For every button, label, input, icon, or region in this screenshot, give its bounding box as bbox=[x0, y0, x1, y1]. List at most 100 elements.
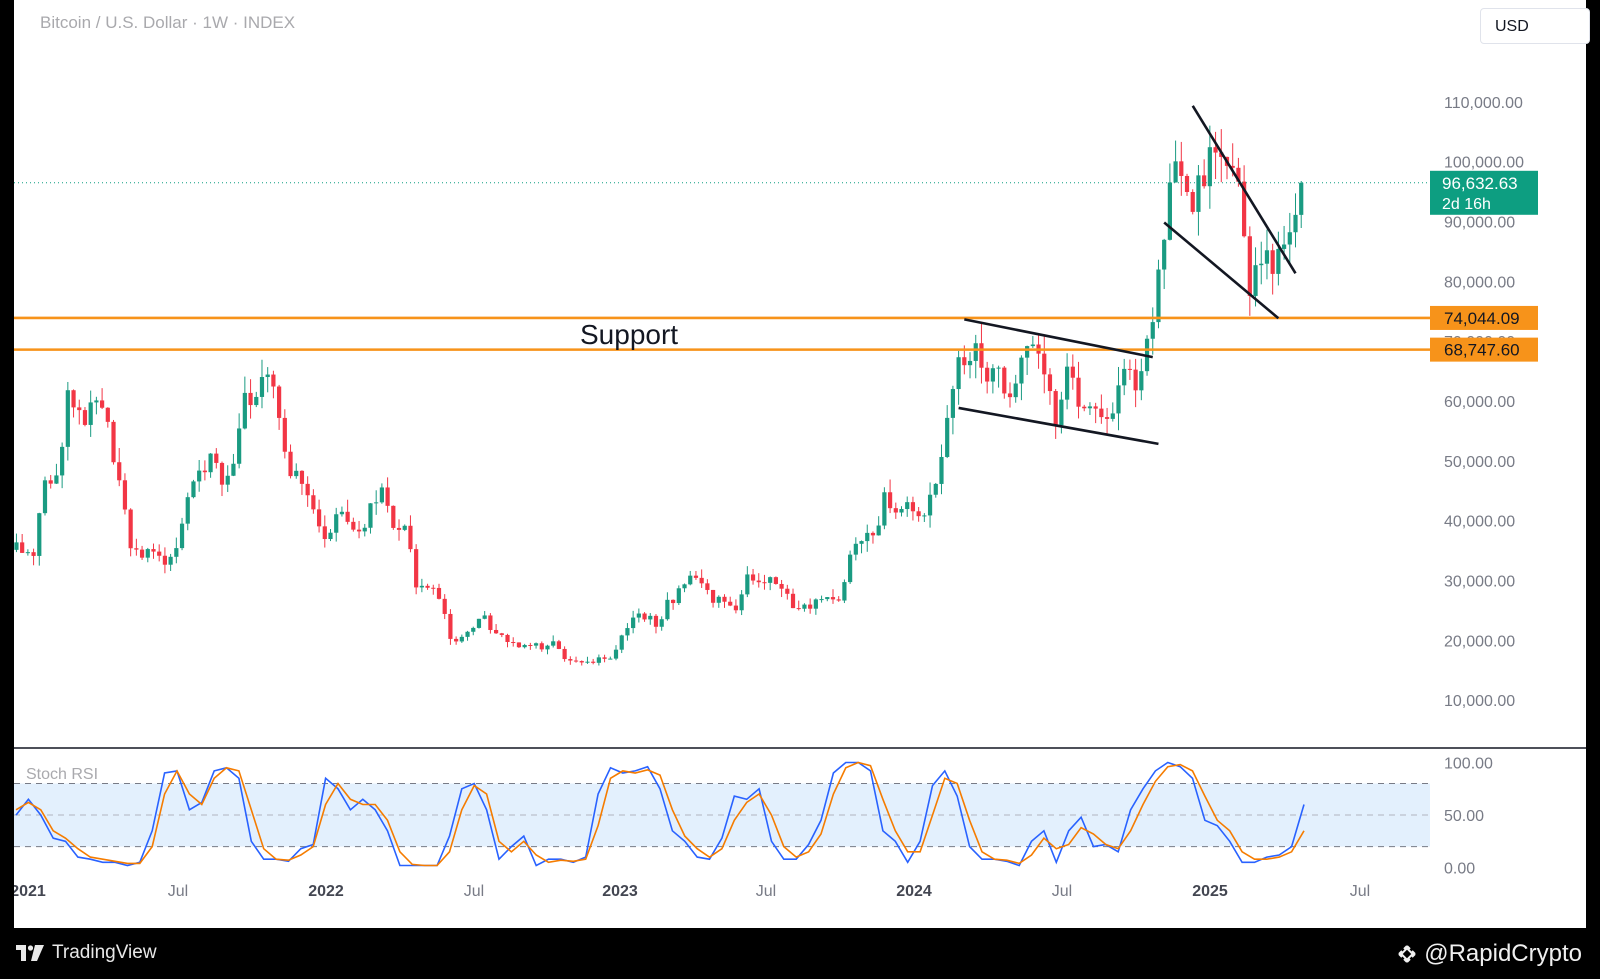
candle-body bbox=[802, 604, 807, 609]
candle-body bbox=[493, 629, 499, 634]
candle-body bbox=[1133, 369, 1138, 391]
candle-body bbox=[31, 552, 36, 556]
candle-body bbox=[105, 407, 110, 422]
currency-selector[interactable]: USD bbox=[1480, 8, 1590, 44]
candle-body bbox=[139, 549, 145, 558]
candle-body bbox=[202, 470, 207, 473]
candle-body bbox=[922, 515, 927, 517]
candle-body bbox=[1247, 236, 1252, 296]
candle-body bbox=[1076, 377, 1081, 407]
candle-body bbox=[790, 593, 796, 609]
candle-body bbox=[385, 487, 390, 506]
candle-body bbox=[973, 343, 978, 361]
candle-body bbox=[602, 657, 607, 659]
candle-body bbox=[122, 480, 128, 510]
candle-body bbox=[1259, 263, 1264, 266]
candle-body bbox=[779, 583, 784, 589]
candle-body bbox=[305, 483, 310, 496]
candle-body bbox=[648, 615, 653, 620]
candle-body bbox=[876, 525, 881, 536]
candle-body bbox=[1093, 406, 1098, 409]
candle-body bbox=[545, 645, 550, 650]
candle-body bbox=[916, 511, 921, 517]
tradingview-brand: TradingView bbox=[52, 942, 157, 963]
candle-body bbox=[631, 617, 636, 629]
candle-body bbox=[671, 599, 676, 604]
candle-body bbox=[499, 633, 504, 635]
candle-body bbox=[248, 392, 253, 406]
candle-body bbox=[591, 661, 596, 663]
time-axis-label: 2023 bbox=[602, 883, 638, 900]
watermark: @RapidCrypto bbox=[1396, 940, 1582, 968]
candle-body bbox=[339, 511, 345, 515]
candle-body bbox=[1087, 406, 1093, 409]
stoch-title: Stoch RSI bbox=[26, 766, 98, 783]
candle-body bbox=[77, 407, 82, 411]
candle-body bbox=[1042, 353, 1047, 375]
candle-body bbox=[608, 658, 613, 660]
candle-body bbox=[282, 417, 287, 452]
candle-body bbox=[636, 613, 641, 618]
candle-body bbox=[996, 367, 1001, 369]
candle-body bbox=[37, 513, 42, 556]
candle-body bbox=[899, 509, 904, 513]
candle-body bbox=[185, 497, 190, 524]
candle-body bbox=[1162, 239, 1167, 270]
candle-body bbox=[728, 601, 733, 606]
candle-body bbox=[1264, 250, 1270, 264]
support-price-tag bbox=[1430, 305, 1538, 330]
candle-body bbox=[979, 343, 984, 368]
candle-body bbox=[1236, 167, 1241, 182]
candle-body bbox=[613, 649, 619, 659]
candle-body bbox=[705, 583, 710, 590]
candle-body bbox=[688, 575, 693, 585]
candle-body bbox=[20, 542, 25, 553]
candle-body bbox=[425, 585, 430, 588]
candle-body bbox=[225, 475, 230, 485]
chart-canvas[interactable]: 110,000.00100,000.0090,000.0080,000.0070… bbox=[14, 0, 1586, 928]
candle-body bbox=[1025, 346, 1030, 358]
candle-body bbox=[134, 548, 139, 550]
bar-countdown-label: 2d 16h bbox=[1442, 196, 1491, 213]
candle-body bbox=[1230, 165, 1235, 168]
candle-body bbox=[556, 641, 562, 649]
tradingview-logo[interactable]: TradingView bbox=[16, 942, 157, 964]
candle-body bbox=[1104, 417, 1110, 419]
candle-body bbox=[65, 390, 70, 447]
candle-body bbox=[1013, 383, 1018, 398]
candle-body bbox=[476, 618, 482, 628]
candle-body bbox=[391, 505, 396, 528]
stoch-axis-label: 50.00 bbox=[1444, 808, 1484, 825]
candle-body bbox=[1082, 406, 1087, 409]
candles-layer bbox=[14, 125, 1304, 666]
candle-body bbox=[54, 475, 59, 484]
candle-body bbox=[511, 642, 516, 644]
candle-body bbox=[722, 596, 727, 602]
candle-body bbox=[1173, 161, 1178, 183]
candle-body bbox=[111, 421, 116, 463]
candle-body bbox=[465, 631, 470, 637]
candle-body bbox=[271, 374, 276, 387]
price-axis-label: 10,000.00 bbox=[1444, 693, 1515, 710]
candle-body bbox=[265, 374, 270, 378]
chart-panel[interactable]: 110,000.00100,000.0090,000.0080,000.0070… bbox=[14, 0, 1590, 928]
candle-body bbox=[825, 597, 830, 600]
candle-body bbox=[562, 648, 567, 660]
last-price-tag bbox=[1430, 170, 1538, 215]
candle-body bbox=[179, 523, 185, 549]
candle-body bbox=[322, 526, 327, 540]
support-price-label: 74,044.09 bbox=[1444, 309, 1520, 328]
candle-body bbox=[379, 487, 384, 503]
candle-body bbox=[362, 527, 367, 532]
candle-body bbox=[442, 598, 447, 614]
candle-body bbox=[1213, 147, 1218, 153]
stoch-rsi-pane: Stoch RSI 100.00 50.00 0.00 2021 Jul 2022 Jul 20… bbox=[14, 756, 1493, 900]
candle-body bbox=[316, 509, 322, 527]
candle-body bbox=[956, 357, 961, 390]
price-axis-label: 50,000.00 bbox=[1444, 454, 1515, 471]
time-axis-label: 2024 bbox=[896, 883, 932, 900]
candle-body bbox=[762, 582, 767, 584]
candle-body bbox=[237, 428, 242, 464]
time-axis-label: Jul bbox=[464, 883, 484, 900]
